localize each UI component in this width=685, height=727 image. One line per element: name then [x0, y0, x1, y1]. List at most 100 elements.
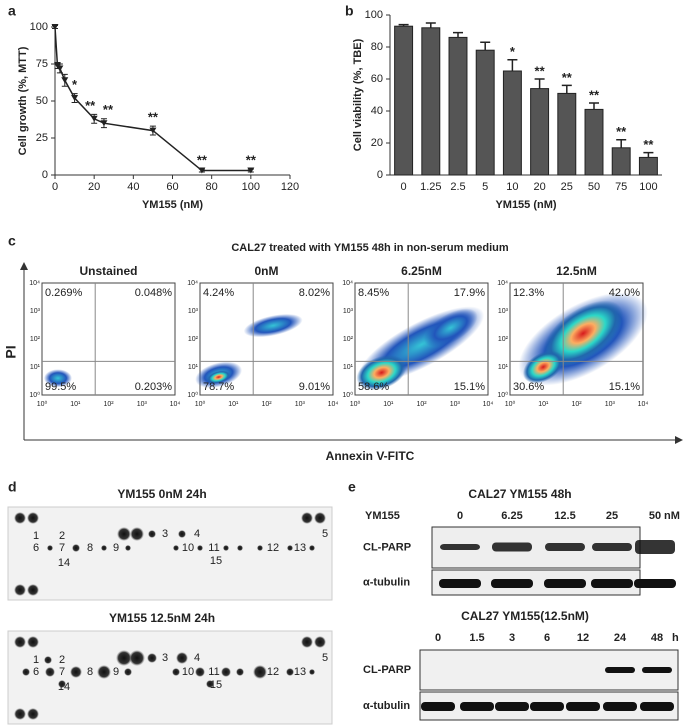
- band: [530, 702, 564, 711]
- band: [592, 543, 632, 551]
- annotation: **: [643, 137, 654, 152]
- x-tick-label: 100: [242, 181, 260, 193]
- unit: nM: [664, 510, 680, 522]
- quadrant-pct: 99.5%: [45, 381, 76, 393]
- flow-xlabel: Annexin V-FITC: [326, 449, 415, 463]
- x-tick-label: 0: [401, 181, 407, 193]
- y-tick-label: 10¹: [30, 364, 41, 371]
- density: [356, 355, 407, 391]
- spot: [14, 512, 26, 524]
- quadrant-pct: 17.9%: [454, 287, 485, 299]
- spot: [130, 527, 144, 541]
- x-tick-label: 10²: [571, 401, 582, 408]
- density: [206, 370, 231, 384]
- bar: [557, 92, 577, 176]
- lane-label: 48: [651, 632, 663, 644]
- quadrant-pct: 8.45%: [358, 287, 389, 299]
- y-tick-label: 10³: [188, 308, 199, 315]
- spot-label: 4: [194, 528, 200, 540]
- unit: h: [672, 632, 679, 644]
- y-tick-label: 50: [36, 95, 48, 107]
- quadrant-pct: 30.6%: [513, 381, 544, 393]
- y-tick-label: 100: [365, 9, 383, 21]
- band: [440, 544, 480, 550]
- x-tick-label: 40: [127, 181, 139, 193]
- spot: [176, 652, 188, 664]
- plot-label: 6.25nM: [401, 264, 442, 278]
- y-tick-label: 10¹: [498, 364, 509, 371]
- y-tick-label: 10²: [30, 336, 41, 343]
- x-tick-label: 10¹: [538, 401, 549, 408]
- spot-label: 6: [33, 666, 39, 678]
- plot-label: 0nM: [255, 264, 279, 278]
- band: [495, 702, 529, 711]
- row-label: CL-PARP: [363, 664, 411, 676]
- spot: [22, 668, 30, 676]
- point: [56, 65, 64, 72]
- spot: [97, 665, 111, 679]
- x-tick-label: 20: [533, 181, 545, 193]
- spot: [301, 636, 313, 648]
- point: [71, 95, 79, 102]
- plot-label: Unstained: [79, 264, 137, 278]
- x-tick-label: 10⁴: [328, 401, 339, 408]
- spot: [309, 669, 315, 675]
- x-tick-label: 120: [281, 181, 299, 193]
- spot: [45, 667, 55, 677]
- bar: [394, 25, 414, 176]
- spot-label: 15: [210, 679, 222, 691]
- x-tick-label: 10³: [450, 401, 461, 408]
- panel-letter: e: [348, 479, 356, 495]
- x-tick-label: 20: [88, 181, 100, 193]
- spot: [237, 545, 243, 551]
- band: [544, 579, 586, 588]
- bar: [448, 36, 468, 176]
- spot-label: 11: [208, 542, 219, 554]
- annotation: **: [197, 153, 208, 168]
- spot: [101, 545, 107, 551]
- x-tick-label: 50: [588, 181, 600, 193]
- bar: [502, 70, 522, 176]
- spot-label: 12: [267, 542, 279, 554]
- blot-title: CAL27 YM155 48h: [468, 487, 571, 501]
- panel-letter: c: [8, 233, 16, 249]
- lane-label: 0: [435, 632, 441, 644]
- density: [522, 350, 564, 384]
- x-tick-label: 10³: [137, 401, 148, 408]
- spot-label: 5: [322, 528, 328, 540]
- density: [243, 313, 303, 338]
- y-tick-label: 10⁰: [497, 391, 508, 399]
- x-tick-label: 10¹: [70, 401, 81, 408]
- bar: [530, 88, 550, 176]
- error-bar: [589, 102, 599, 110]
- row-label: CL-PARP: [363, 541, 411, 553]
- band: [591, 579, 633, 588]
- x-axis-label: YM155 (nM): [495, 199, 556, 211]
- x-tick-label: 2.5: [450, 181, 465, 193]
- spot: [148, 530, 156, 538]
- spot: [70, 666, 82, 678]
- band: [460, 702, 494, 711]
- x-tick-label: 10⁴: [483, 401, 494, 408]
- error-bar: [425, 22, 436, 28]
- x-axis-label: YM155 (nM): [142, 199, 203, 211]
- spot-label: 14: [58, 557, 70, 569]
- quadrant-pct: 4.24%: [203, 287, 234, 299]
- lane-label: 3: [509, 632, 515, 644]
- y-tick-label: 10⁴: [29, 280, 40, 287]
- spot: [236, 668, 244, 676]
- spot: [117, 527, 131, 541]
- spot: [125, 545, 131, 551]
- row-label: α-tubulin: [363, 576, 410, 588]
- point: [198, 167, 206, 174]
- bar: [584, 108, 604, 176]
- lane-label: 12.5: [554, 510, 575, 522]
- spot-label: 13: [294, 542, 306, 554]
- spot-label: 3: [162, 528, 168, 540]
- quadrant-pct: 15.1%: [609, 381, 640, 393]
- x-tick-label: 10⁴: [170, 401, 181, 408]
- bar: [421, 27, 441, 176]
- point: [51, 24, 59, 30]
- treatment: YM155: [365, 510, 400, 522]
